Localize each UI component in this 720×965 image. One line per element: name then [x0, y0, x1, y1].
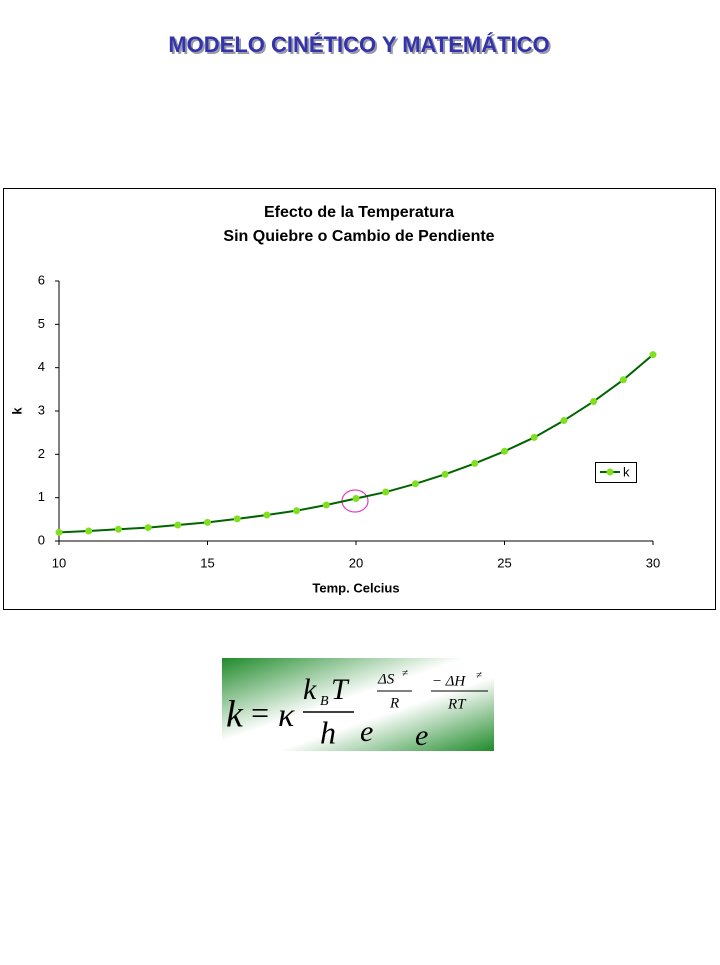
x-tick-label: 20 [349, 555, 363, 570]
formula-part: h [320, 714, 336, 750]
data-point [382, 488, 390, 496]
data-point [649, 351, 657, 359]
y-tick-label: 4 [38, 359, 45, 374]
formula-part: e [360, 715, 373, 748]
y-tick-label: 5 [38, 316, 45, 331]
chart: Efecto de la Temperatura Sin Quiebre o C… [9, 204, 660, 595]
title-shadow: MODELO CINÉTICO Y MATEMÁTICO [170, 34, 551, 59]
formula-part: κ [278, 697, 295, 734]
formula-part: T [331, 673, 350, 706]
formula-part: k [303, 673, 317, 706]
y-tick-label: 0 [38, 532, 45, 547]
data-point [619, 376, 627, 384]
formula-part: − ΔH [432, 673, 466, 689]
data-point [441, 470, 449, 478]
formula-part: R [389, 695, 399, 711]
x-tick-label: 10 [52, 555, 66, 570]
x-tick-label: 25 [497, 555, 511, 570]
y-axis-label: k [9, 407, 24, 415]
formula-part: B [320, 694, 329, 709]
data-point [352, 495, 360, 503]
data-point [471, 459, 479, 467]
data-point [85, 527, 93, 535]
x-tick-label: 30 [646, 555, 660, 570]
data-point [55, 528, 63, 536]
data-point [204, 518, 211, 526]
data-point [114, 525, 122, 533]
data-point [530, 433, 538, 441]
chart-frame [3, 188, 716, 610]
data-point [560, 417, 568, 425]
data-point [174, 521, 182, 529]
x-tick-label: 15 [200, 555, 214, 570]
formula-part: k [226, 694, 244, 736]
chart-title: Efecto de la Temperatura [264, 204, 454, 221]
y-tick-label: 2 [38, 446, 45, 461]
data-point [322, 501, 330, 509]
y-tick-label: 6 [38, 272, 45, 287]
legend-label: k [623, 464, 630, 479]
chart-subtitle: Sin Quiebre o Cambio de Pendiente [223, 228, 494, 245]
formula: k = κ k B T h e ΔS ≠ R e − ΔH ≠ RT [226, 668, 488, 752]
data-point [263, 511, 271, 519]
formula-part: RT [447, 696, 467, 712]
data-point [590, 397, 598, 405]
x-axis-label: Temp. Celcius [312, 580, 399, 595]
formula-part: ≠ [476, 670, 482, 682]
formula-part: e [415, 719, 428, 752]
formula-part: ≠ [402, 668, 408, 680]
y-tick-label: 1 [38, 489, 45, 504]
page-title: MODELO CINÉTICO Y MATEMÁTICO [168, 32, 549, 57]
y-tick-label: 3 [38, 402, 45, 417]
data-point [411, 480, 419, 488]
data-point [293, 507, 301, 515]
formula-part: ΔS [377, 671, 395, 687]
formula-box [222, 658, 494, 751]
formula-part: = [249, 694, 271, 730]
legend-marker [606, 468, 614, 476]
data-point [501, 447, 508, 455]
data-point [144, 524, 152, 532]
data-point [233, 515, 241, 523]
